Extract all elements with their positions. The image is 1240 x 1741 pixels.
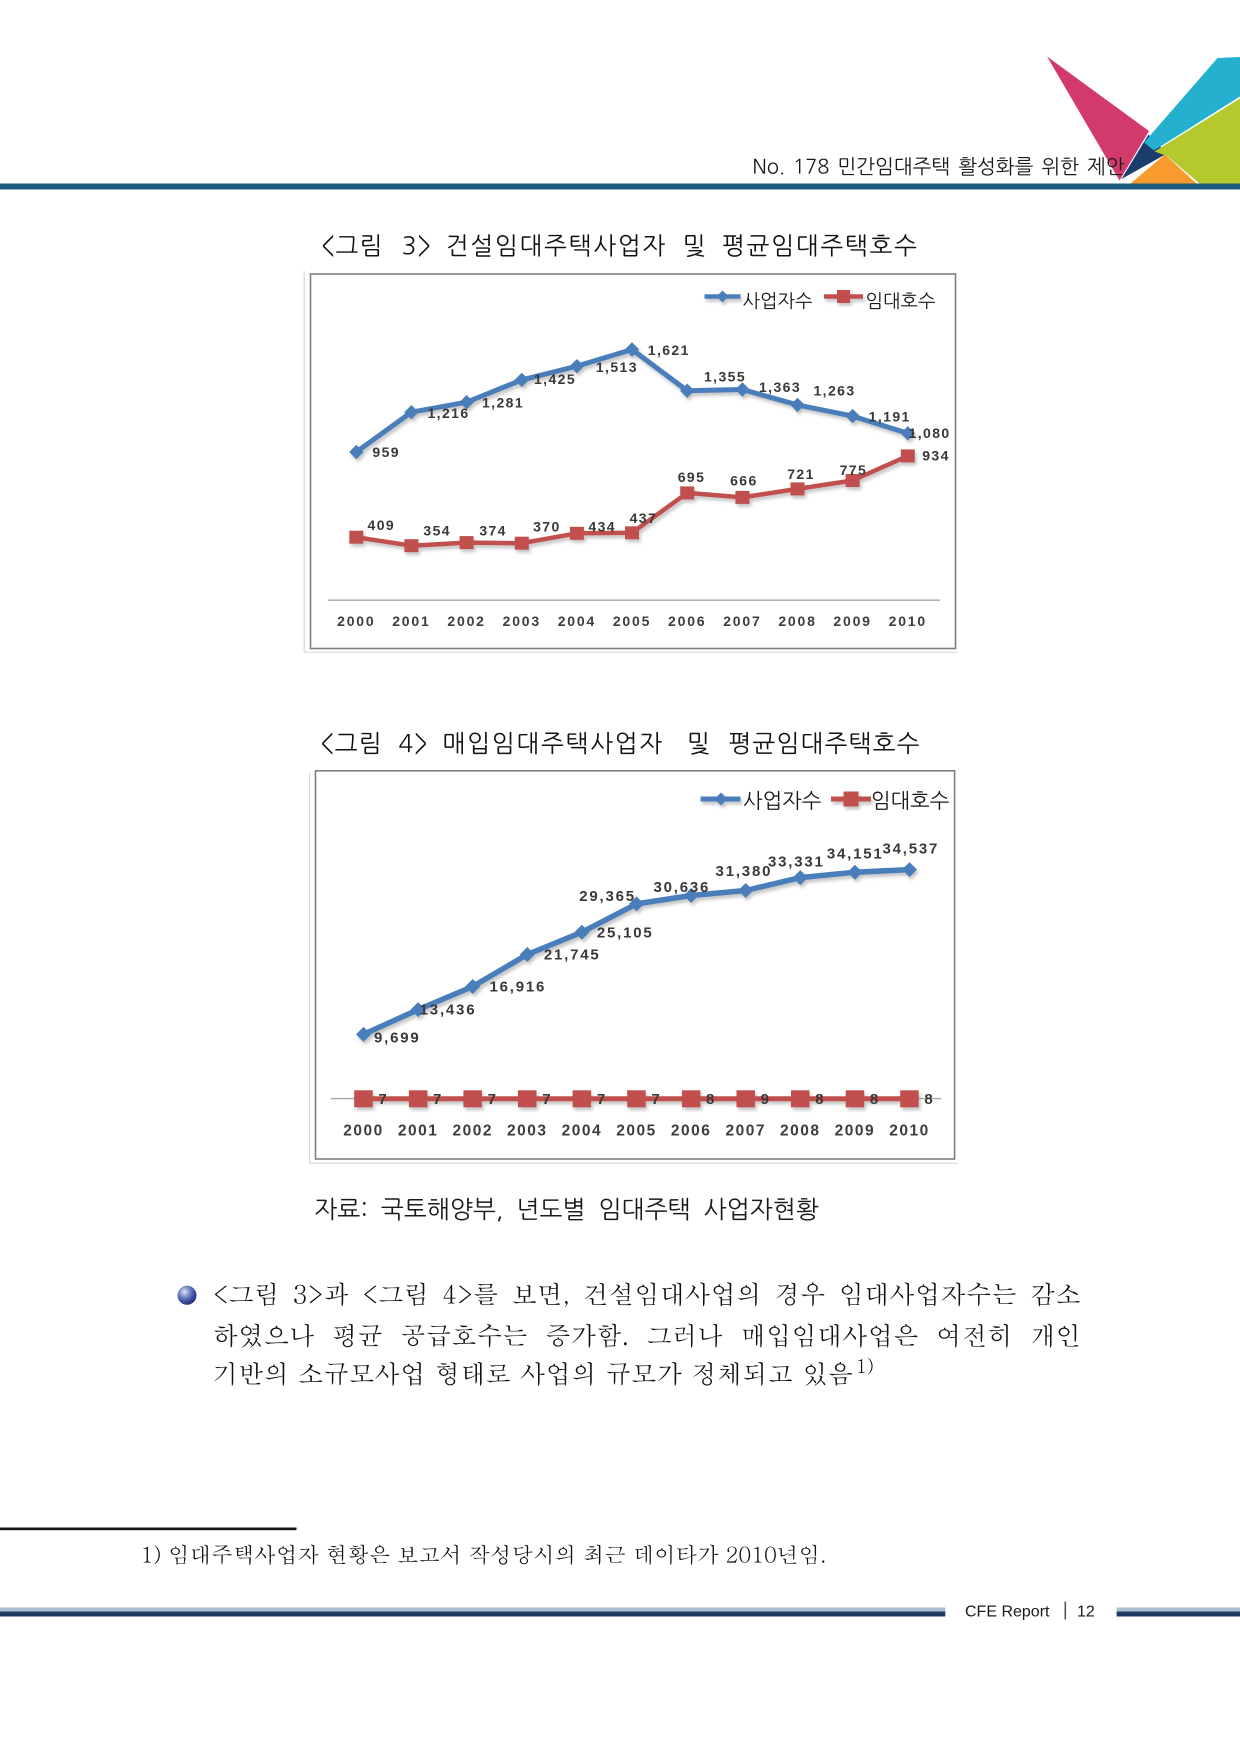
svg-text:29,365: 29,365 [579, 888, 636, 905]
svg-text:1,080: 1,080 [909, 425, 951, 441]
svg-text:2003: 2003 [507, 1122, 547, 1139]
svg-text:370: 370 [533, 519, 561, 535]
svg-text:2002: 2002 [447, 613, 485, 629]
svg-text:2006: 2006 [671, 1122, 711, 1139]
svg-text:2007: 2007 [723, 613, 761, 629]
svg-text:21,745: 21,745 [544, 947, 601, 964]
svg-text:2000: 2000 [343, 1122, 383, 1139]
svg-text:33,331: 33,331 [768, 853, 825, 870]
svg-text:2004: 2004 [558, 613, 596, 629]
svg-text:8: 8 [924, 1091, 934, 1108]
svg-text:CFE Report: CFE Report [965, 1604, 1050, 1621]
svg-text:1,355: 1,355 [704, 369, 746, 385]
svg-text:2009: 2009 [833, 613, 871, 629]
svg-text:695: 695 [678, 469, 706, 485]
svg-text:7: 7 [378, 1091, 388, 1108]
svg-text:25,105: 25,105 [597, 925, 654, 942]
svg-text:2005: 2005 [613, 613, 651, 629]
svg-text:434: 434 [588, 519, 616, 535]
svg-text:1,425: 1,425 [534, 371, 576, 387]
svg-text:2005: 2005 [616, 1122, 656, 1139]
svg-text:437: 437 [630, 510, 658, 526]
svg-text:2001: 2001 [398, 1122, 438, 1139]
svg-text:9,699: 9,699 [374, 1030, 421, 1047]
svg-text:2008: 2008 [780, 1122, 820, 1139]
svg-text:2000: 2000 [337, 613, 375, 629]
svg-text:7: 7 [597, 1091, 607, 1108]
svg-text:12: 12 [1077, 1604, 1095, 1621]
svg-text:354: 354 [423, 523, 451, 539]
svg-text:2001: 2001 [392, 613, 430, 629]
svg-text:8: 8 [706, 1091, 716, 1108]
svg-text:8: 8 [815, 1091, 825, 1108]
svg-text:2003: 2003 [503, 613, 541, 629]
svg-text:1,216: 1,216 [427, 405, 469, 421]
svg-text:16,916: 16,916 [489, 978, 546, 995]
svg-text:7: 7 [488, 1091, 498, 1108]
svg-text:1,621: 1,621 [648, 342, 690, 358]
svg-text:7: 7 [651, 1091, 661, 1108]
svg-text:409: 409 [368, 517, 396, 533]
svg-text:2010: 2010 [889, 1122, 929, 1139]
svg-text:34,151: 34,151 [827, 845, 884, 862]
svg-text:8: 8 [870, 1091, 880, 1108]
svg-text:1,191: 1,191 [869, 408, 911, 424]
svg-text:2009: 2009 [835, 1122, 875, 1139]
svg-text:30,636: 30,636 [653, 879, 710, 896]
svg-text:13,436: 13,436 [420, 1002, 477, 1019]
svg-text:2007: 2007 [725, 1122, 765, 1139]
svg-text:2002: 2002 [452, 1122, 492, 1139]
svg-text:2004: 2004 [562, 1122, 602, 1139]
svg-text:1,263: 1,263 [813, 383, 855, 399]
svg-text:666: 666 [730, 472, 758, 488]
svg-text:7: 7 [542, 1091, 552, 1108]
svg-text:775: 775 [840, 462, 868, 478]
svg-text:2010: 2010 [889, 613, 927, 629]
svg-text:1,363: 1,363 [759, 379, 801, 395]
svg-text:7: 7 [433, 1091, 443, 1108]
svg-text:2006: 2006 [668, 613, 706, 629]
svg-text:9: 9 [761, 1091, 771, 1108]
svg-text:959: 959 [372, 444, 400, 460]
svg-text:2008: 2008 [778, 613, 816, 629]
svg-text:1,281: 1,281 [482, 395, 524, 411]
svg-text:374: 374 [479, 523, 507, 539]
svg-text:34,537: 34,537 [882, 841, 939, 858]
svg-text:1,513: 1,513 [596, 359, 638, 375]
svg-text:721: 721 [787, 466, 815, 482]
svg-text:31,380: 31,380 [716, 863, 773, 880]
svg-text:934: 934 [922, 447, 950, 463]
